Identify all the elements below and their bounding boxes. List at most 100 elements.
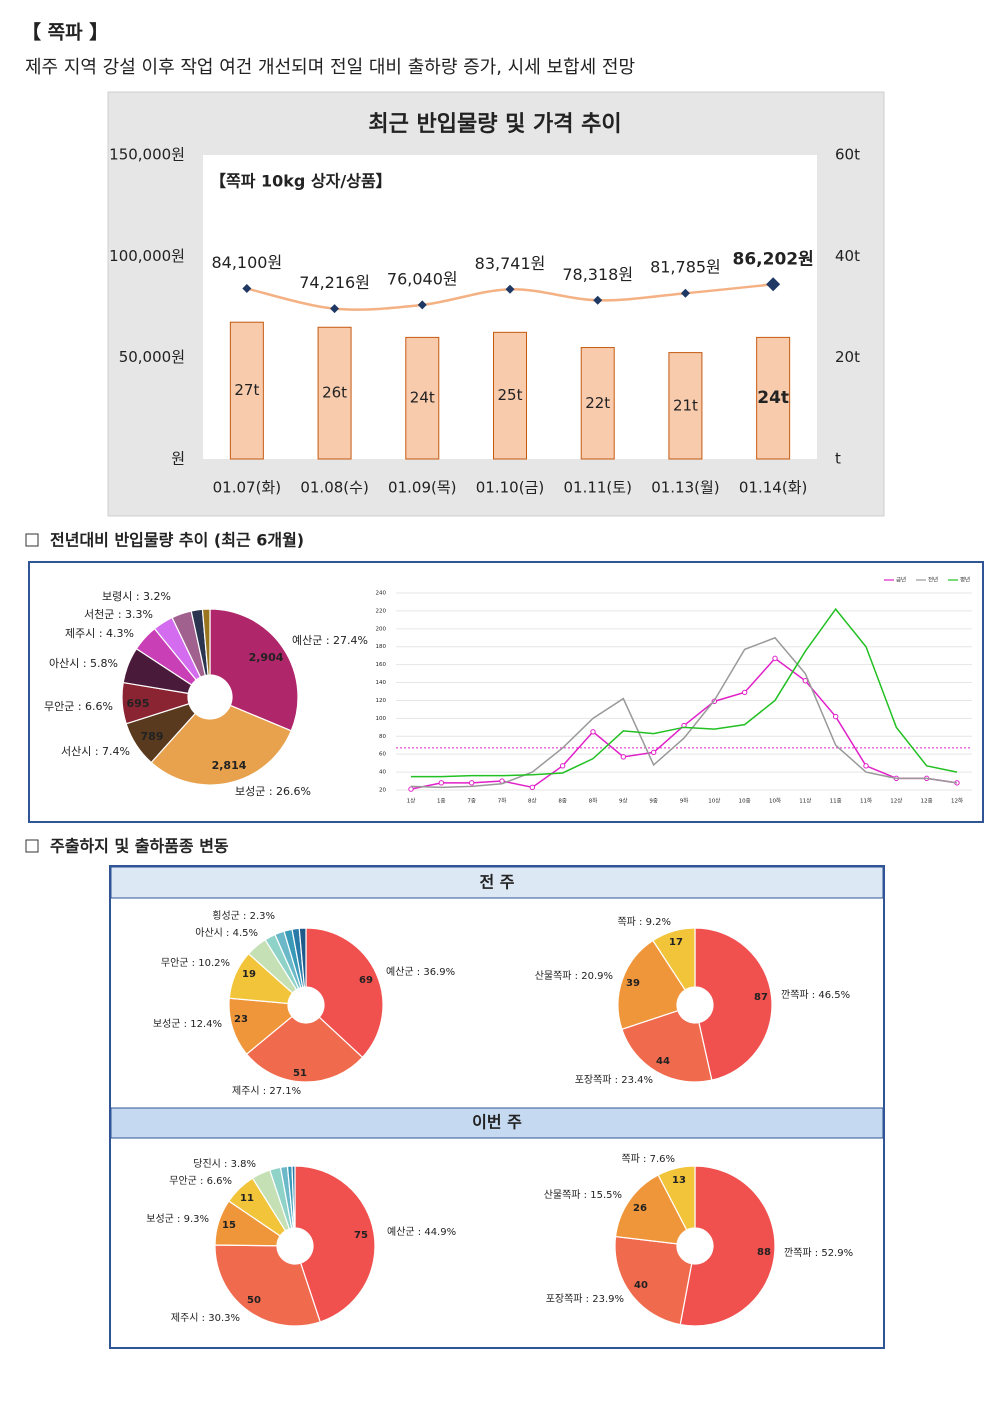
x-tick-label: 01.11(토) bbox=[563, 479, 631, 497]
series-marker bbox=[408, 786, 414, 792]
slice-label: 산물쪽파 : 20.9% bbox=[535, 970, 613, 982]
y-tick-label: 원 bbox=[171, 450, 185, 468]
price-label: 74,216원 bbox=[299, 273, 370, 292]
slice-count: 15 bbox=[222, 1220, 236, 1231]
bar-label: 24t bbox=[410, 389, 435, 407]
donut-slice bbox=[214, 1244, 321, 1327]
donut-slice bbox=[679, 1165, 776, 1327]
slice-label: 제주시 : 27.1% bbox=[232, 1085, 301, 1097]
x-tick-label: 8하 bbox=[589, 797, 598, 805]
slice-count: 44 bbox=[656, 1056, 670, 1067]
slice-count: 11 bbox=[240, 1193, 254, 1204]
series-marker bbox=[772, 655, 778, 662]
slice-count: 75 bbox=[354, 1230, 368, 1241]
donut-slice bbox=[617, 939, 686, 1031]
y-tick-label: 240 bbox=[376, 591, 387, 597]
x-tick-label: 7하 bbox=[498, 797, 507, 805]
x-tick-label: 1중 bbox=[437, 798, 446, 805]
slice-label: 깐쪽파 : 52.9% bbox=[784, 1247, 853, 1259]
bar bbox=[317, 326, 352, 460]
bar-label: 21t bbox=[673, 396, 698, 414]
y-tick-label: 100,000원 bbox=[109, 247, 185, 265]
slice-label: 횡성군 : 2.3% bbox=[212, 910, 275, 922]
slice-label: 보령시 : 3.2% bbox=[102, 590, 171, 603]
slice-label: 산물쪽파 : 15.5% bbox=[544, 1189, 622, 1201]
y-tick-label: 220 bbox=[376, 608, 387, 614]
slice-label: 보성군 : 26.6% bbox=[235, 785, 311, 798]
series-marker bbox=[590, 729, 596, 735]
series-marker bbox=[650, 749, 657, 756]
slice-label: 포장쪽파 : 23.9% bbox=[546, 1293, 624, 1305]
slice-count: 88 bbox=[757, 1247, 771, 1258]
slice-count: 50 bbox=[247, 1295, 261, 1306]
x-tick-label: 8상 bbox=[528, 797, 537, 805]
y-tick-label: 20 bbox=[379, 788, 386, 794]
series-line bbox=[411, 607, 958, 778]
y2-tick-label: 20t bbox=[835, 348, 860, 366]
x-tick-label: 12상 bbox=[890, 797, 902, 805]
series-marker bbox=[529, 784, 536, 791]
slice-label: 예산군 : 27.4% bbox=[292, 634, 368, 647]
price-marker bbox=[766, 277, 781, 292]
slice-label: 무안군 : 6.6% bbox=[169, 1175, 232, 1187]
chart-title: 최근 반입물량 및 가격 추이 bbox=[368, 112, 621, 137]
price-label: 81,785원 bbox=[650, 258, 721, 277]
x-tick-label: 01.08(수) bbox=[300, 479, 368, 497]
x-tick-label: 10중 bbox=[739, 798, 751, 805]
series-marker bbox=[559, 763, 566, 769]
slice-count: 2,814 bbox=[212, 759, 247, 772]
price-label: 76,040원 bbox=[387, 269, 458, 288]
slice-count: 695 bbox=[127, 697, 150, 710]
donut-slice bbox=[657, 1165, 696, 1231]
slice-count: 51 bbox=[293, 1068, 307, 1079]
x-tick-label: 12하 bbox=[951, 797, 963, 805]
slice-count: 13 bbox=[672, 1175, 686, 1186]
bar-label: 25t bbox=[498, 386, 523, 404]
slice-label: 서천군 : 3.3% bbox=[84, 607, 153, 621]
donut-slice bbox=[209, 608, 299, 732]
bar-label: 24t bbox=[757, 388, 789, 408]
slice-count: 17 bbox=[669, 937, 683, 948]
y-tick-label: 100 bbox=[376, 716, 387, 722]
slice-label: 보성군 : 12.4% bbox=[153, 1018, 222, 1030]
bar bbox=[668, 352, 703, 460]
slice-label: 아산시 : 5.8% bbox=[49, 657, 118, 670]
slice-count: 26 bbox=[633, 1203, 647, 1214]
slice-count: 40 bbox=[634, 1280, 648, 1291]
slice-count: 23 bbox=[234, 1014, 248, 1025]
slice-label: 제주시 : 30.3% bbox=[171, 1312, 240, 1324]
y-tick-label: 160 bbox=[376, 662, 387, 668]
slice-label: 포장쪽파 : 23.4% bbox=[575, 1074, 653, 1086]
slice-label: 무안군 : 6.6% bbox=[44, 700, 113, 713]
table-header-text: 전 주 bbox=[479, 873, 514, 892]
series-marker bbox=[863, 763, 869, 769]
donut-slice bbox=[150, 704, 293, 786]
series-marker bbox=[741, 689, 748, 696]
series-marker bbox=[802, 678, 809, 684]
slice-label: 제주시 : 4.3% bbox=[65, 627, 134, 640]
x-tick-label: 01.07(화) bbox=[213, 479, 281, 497]
price-label: 86,202원 bbox=[733, 249, 814, 269]
donut-slice bbox=[228, 997, 293, 1055]
price-label: 83,741원 bbox=[475, 254, 546, 273]
bullet-box bbox=[25, 533, 39, 547]
bar bbox=[580, 347, 615, 460]
x-tick-label: 1상 bbox=[407, 797, 416, 805]
section-heading: 전년대비 반입물량 추이 (최근 6개월) bbox=[50, 531, 304, 550]
chart-subtitle: 【쪽파 10kg 상자/상품】 bbox=[210, 172, 392, 191]
y-tick-label: 60 bbox=[379, 752, 386, 758]
series-marker bbox=[832, 713, 839, 720]
y-tick-label: 50,000원 bbox=[119, 348, 185, 366]
legend-label: 전년 bbox=[928, 576, 938, 584]
y2-tick-label: 60t bbox=[835, 146, 860, 164]
slice-label: 깐쪽파 : 46.5% bbox=[781, 989, 850, 1001]
series-marker bbox=[468, 780, 475, 786]
slice-label: 당진시 : 3.8% bbox=[193, 1158, 256, 1170]
table-header-text: 이번 주 bbox=[472, 1113, 522, 1132]
x-tick-label: 8중 bbox=[558, 798, 567, 805]
donut-slice bbox=[614, 1174, 688, 1245]
x-tick-label: 01.13(월) bbox=[651, 479, 719, 497]
x-tick-label: 11중 bbox=[830, 798, 842, 805]
x-tick-label: 10하 bbox=[769, 797, 781, 805]
